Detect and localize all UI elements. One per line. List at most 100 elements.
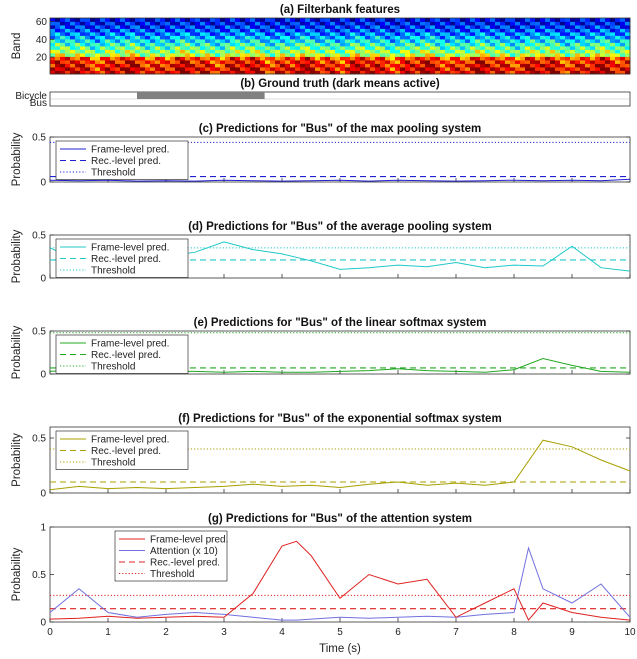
spectrogram-cell [465, 28, 471, 33]
spectrogram-cell [230, 46, 236, 50]
spectrogram-cell [255, 63, 261, 68]
spectrogram-cell [475, 60, 481, 64]
spectrogram-cell [400, 35, 406, 40]
spectrogram-cell [460, 35, 466, 40]
spectrogram-cell [160, 63, 166, 68]
spectrogram-cell [425, 35, 431, 40]
spectrogram-cell [620, 49, 626, 54]
spectrogram-cell [170, 35, 176, 40]
spectrogram-cell [225, 56, 231, 61]
spectrogram-cell [70, 60, 76, 64]
y-tick-label: 0 [40, 178, 46, 189]
spectrogram-cell [315, 39, 321, 43]
spectrogram-cell [380, 28, 386, 33]
spectrogram-cell [380, 18, 386, 22]
spectrogram-cell [265, 53, 271, 57]
spectrogram-cell [175, 70, 181, 75]
spectrogram-cell [190, 60, 196, 64]
spectrogram-cell [180, 53, 186, 57]
spectrogram-cell [230, 67, 236, 71]
spectrogram-cell [295, 49, 301, 54]
spectrogram-cell [230, 60, 236, 64]
spectrogram-cell [325, 28, 331, 33]
spectrogram-cell [450, 21, 456, 26]
spectrogram-cell [565, 67, 571, 71]
spectrogram-cell [380, 39, 386, 43]
spectrogram-cell [145, 49, 151, 54]
spectrogram-cell [290, 46, 296, 50]
spectrogram-cell [200, 46, 206, 50]
spectrogram-cell [325, 46, 331, 50]
spectrogram-cell [440, 21, 446, 26]
spectrogram-cell [130, 39, 136, 43]
spectrogram-cell [345, 32, 351, 36]
spectrogram-cell [485, 28, 491, 33]
spectrogram-cell [560, 60, 566, 64]
spectrogram-cell [255, 39, 261, 43]
spectrogram-cell [95, 35, 101, 40]
spectrogram-cell [530, 28, 536, 33]
spectrogram-cell [595, 21, 601, 26]
spectrogram-cell [565, 49, 571, 54]
spectrogram-cell [455, 35, 461, 40]
spectrogram-cell [340, 25, 346, 29]
spectrogram-cell [235, 25, 241, 29]
spectrogram-cell [500, 49, 506, 54]
category-label: Bus [30, 98, 47, 109]
spectrogram-cell [305, 60, 311, 64]
spectrogram-cell [50, 63, 56, 68]
spectrogram-cell [155, 53, 161, 57]
spectrogram-cell [145, 21, 151, 26]
spectrogram-cell [110, 46, 116, 50]
spectrogram-cell [125, 49, 131, 54]
spectrogram-cell [570, 67, 576, 71]
spectrogram-cell [500, 21, 506, 26]
spectrogram-cell [135, 32, 141, 36]
spectrogram-cell [500, 25, 506, 29]
spectrogram-cell [50, 28, 56, 33]
spectrogram-cell [505, 21, 511, 26]
spectrogram-cell [115, 25, 121, 29]
spectrogram-cell [185, 70, 191, 75]
spectrogram-cell [320, 18, 326, 22]
spectrogram-cell [155, 39, 161, 43]
spectrogram-cell [180, 35, 186, 40]
spectrogram-cell [600, 28, 606, 33]
spectrogram-cell [460, 67, 466, 71]
spectrogram-cell [260, 32, 266, 36]
spectrogram-cell [310, 46, 316, 50]
spectrogram-cell [530, 56, 536, 61]
spectrogram-cell [610, 25, 616, 29]
spectrogram-cell [145, 63, 151, 68]
spectrogram-cell [520, 60, 526, 64]
spectrogram-cell [440, 28, 446, 33]
spectrogram-cell [170, 25, 176, 29]
spectrogram-cell [115, 21, 121, 26]
spectrogram-cell [205, 67, 211, 71]
spectrogram-cell [585, 56, 591, 61]
spectrogram-cell [85, 32, 91, 36]
spectrogram-cell [350, 32, 356, 36]
spectrogram-cell [445, 46, 451, 50]
spectrogram-cell [300, 60, 306, 64]
spectrogram-cell [460, 39, 466, 43]
spectrogram-cell [220, 56, 226, 61]
spectrogram-cell [290, 63, 296, 68]
spectrogram-cell [610, 35, 616, 40]
spectrogram-cell [125, 70, 131, 75]
spectrogram-cell [215, 49, 221, 54]
spectrogram-cell [355, 21, 361, 26]
spectrogram-cell [80, 63, 86, 68]
spectrogram-cell [305, 39, 311, 43]
spectrogram-cell [355, 70, 361, 75]
spectrogram-cell [410, 70, 416, 75]
spectrogram-cell [545, 21, 551, 26]
spectrogram-cell [425, 18, 431, 22]
spectrogram-cell [280, 63, 286, 68]
spectrogram-cell [515, 70, 521, 75]
spectrogram-cell [345, 39, 351, 43]
spectrogram-cell [210, 63, 216, 68]
spectrogram-cell [270, 21, 276, 26]
spectrogram-cell [325, 25, 331, 29]
spectrogram-cell [370, 60, 376, 64]
